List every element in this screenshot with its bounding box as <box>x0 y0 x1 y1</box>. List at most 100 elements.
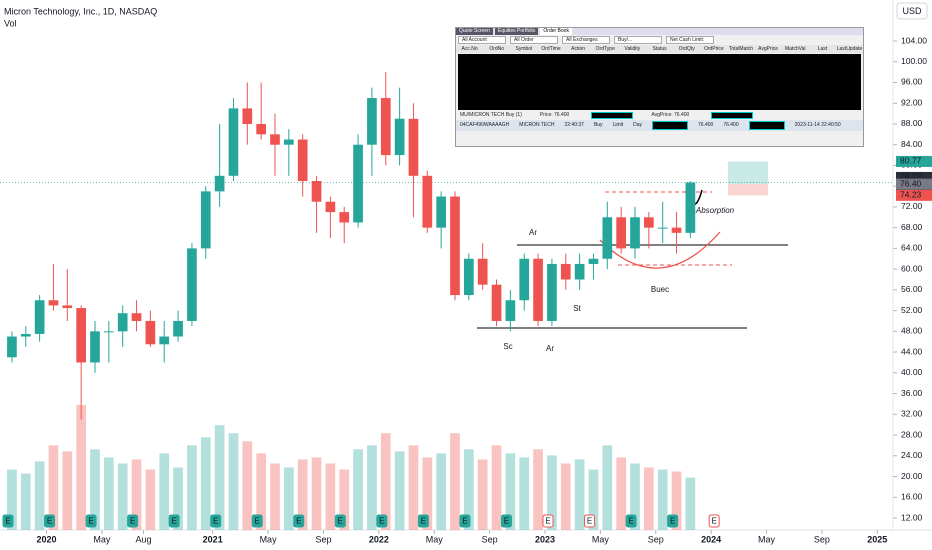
volume-bar <box>657 469 668 530</box>
y-tick-label: 88.00 <box>901 118 923 128</box>
tab[interactable]: Order Book <box>540 28 572 35</box>
price-label: 76.40 <box>900 178 922 188</box>
annotation: Sc <box>503 342 512 351</box>
candle-body <box>325 201 336 213</box>
earnings-label: E <box>296 517 301 526</box>
earnings-marker <box>85 514 97 528</box>
volume-bar <box>408 445 419 530</box>
currency-box[interactable] <box>896 2 928 20</box>
x-tick-label: 2025 <box>867 534 887 544</box>
earnings-label: E <box>711 517 716 526</box>
candle-body <box>616 217 626 249</box>
tab[interactable]: Equities Portfolio <box>494 28 539 35</box>
volume-bar <box>325 463 336 530</box>
earnings-label: E <box>255 517 260 526</box>
column-header: OrdType <box>595 46 615 52</box>
summary-row: MU/MICRON TECH Buy (1) Price: 76.400 Avg… <box>456 111 863 120</box>
x-tick-label: May <box>426 534 444 544</box>
volume-bar <box>284 467 294 530</box>
cell: Limit <box>612 122 624 128</box>
volume-bar <box>519 457 530 530</box>
cell: 76.400 <box>698 122 714 128</box>
y-tick-label: 16.00 <box>901 492 923 502</box>
candle-body <box>644 217 654 228</box>
candle-body <box>173 320 183 337</box>
filter[interactable]: Buy/... <box>614 36 662 44</box>
y-tick-label: 64.00 <box>901 243 923 253</box>
currency[interactable]: USD <box>902 6 922 16</box>
price-label: 74.23 <box>900 190 922 200</box>
earnings-marker <box>251 514 263 528</box>
earnings-marker <box>417 514 429 528</box>
earnings-label: E <box>171 517 176 526</box>
y-tick-label: 100.00 <box>901 56 927 66</box>
x-tick-label: May <box>592 534 610 544</box>
volume-bar <box>34 461 45 530</box>
candle-body <box>588 258 599 264</box>
earnings-marker <box>500 514 512 528</box>
earnings-marker <box>334 514 346 528</box>
earnings-marker <box>584 514 596 528</box>
earnings-label: E <box>338 517 343 526</box>
candle-body <box>339 212 350 223</box>
earnings-marker <box>2 514 14 528</box>
price-label-box <box>896 155 932 167</box>
candle-body <box>90 331 100 363</box>
volume-bar <box>145 469 156 530</box>
filter[interactable]: All Account <box>458 36 506 44</box>
volume-bar <box>200 437 211 530</box>
volume-bar <box>464 449 474 530</box>
volume-bar <box>574 459 585 530</box>
volume-bar <box>394 451 405 530</box>
y-tick-label: 32.00 <box>901 409 923 419</box>
volume-bar <box>48 445 59 530</box>
stop-zone <box>728 184 768 196</box>
earnings-marker <box>293 514 305 528</box>
volume-bar <box>588 469 599 530</box>
column-header: OrdPrice <box>703 46 724 52</box>
candle-body <box>48 300 59 306</box>
annotation: Ar <box>529 228 537 237</box>
x-tick-label: 2022 <box>369 534 389 544</box>
candle-body <box>436 196 446 228</box>
y-tick-label: 72.00 <box>901 201 923 211</box>
price-label: 80.77 <box>900 156 922 166</box>
filter[interactable]: All Exchanges <box>562 36 610 44</box>
candle-body <box>187 248 197 321</box>
earnings-label: E <box>379 517 384 526</box>
earnings-marker <box>542 514 554 528</box>
candle-body <box>76 308 86 363</box>
earnings-label: E <box>47 517 52 526</box>
volume-bar <box>353 449 363 530</box>
earnings-label: E <box>545 517 550 526</box>
tab[interactable]: Quote Screen <box>456 28 493 35</box>
candle-body <box>491 284 502 321</box>
cell: 2023-11-14 22:40:50 <box>794 122 841 128</box>
x-tick-label: 2020 <box>37 534 57 544</box>
order-row[interactable]: 04CAF490WAAAAGH MICRON TECH 22:40:37 Buy… <box>456 120 863 131</box>
candle-body <box>477 258 488 285</box>
earnings-marker <box>625 514 637 528</box>
cell: Buy <box>593 122 603 128</box>
filters: All Account All Order All Exchanges Buy/… <box>456 35 863 45</box>
volume-bar <box>671 471 682 530</box>
earnings-marker <box>168 514 180 528</box>
redaction <box>652 121 689 130</box>
volume-bar <box>159 453 170 530</box>
cell: 04CAF490WAAAAGH <box>460 122 510 128</box>
filter[interactable]: Net Cash Limit: <box>666 36 714 44</box>
volume-bar <box>602 445 613 530</box>
candle-body <box>62 305 73 309</box>
y-tick-label: 60.00 <box>901 263 923 273</box>
annotation: Ar <box>546 344 554 353</box>
filter[interactable]: All Order <box>510 36 558 44</box>
candle-body <box>297 139 308 181</box>
earnings-label: E <box>88 517 93 526</box>
y-tick-label: 12.00 <box>901 512 923 522</box>
candle-body <box>7 336 17 358</box>
candle-body <box>117 313 128 332</box>
candle-body <box>671 227 682 233</box>
column-header: LastUpdate <box>836 46 863 52</box>
annotation: Absorption <box>695 206 735 215</box>
volume-bar <box>228 433 239 530</box>
